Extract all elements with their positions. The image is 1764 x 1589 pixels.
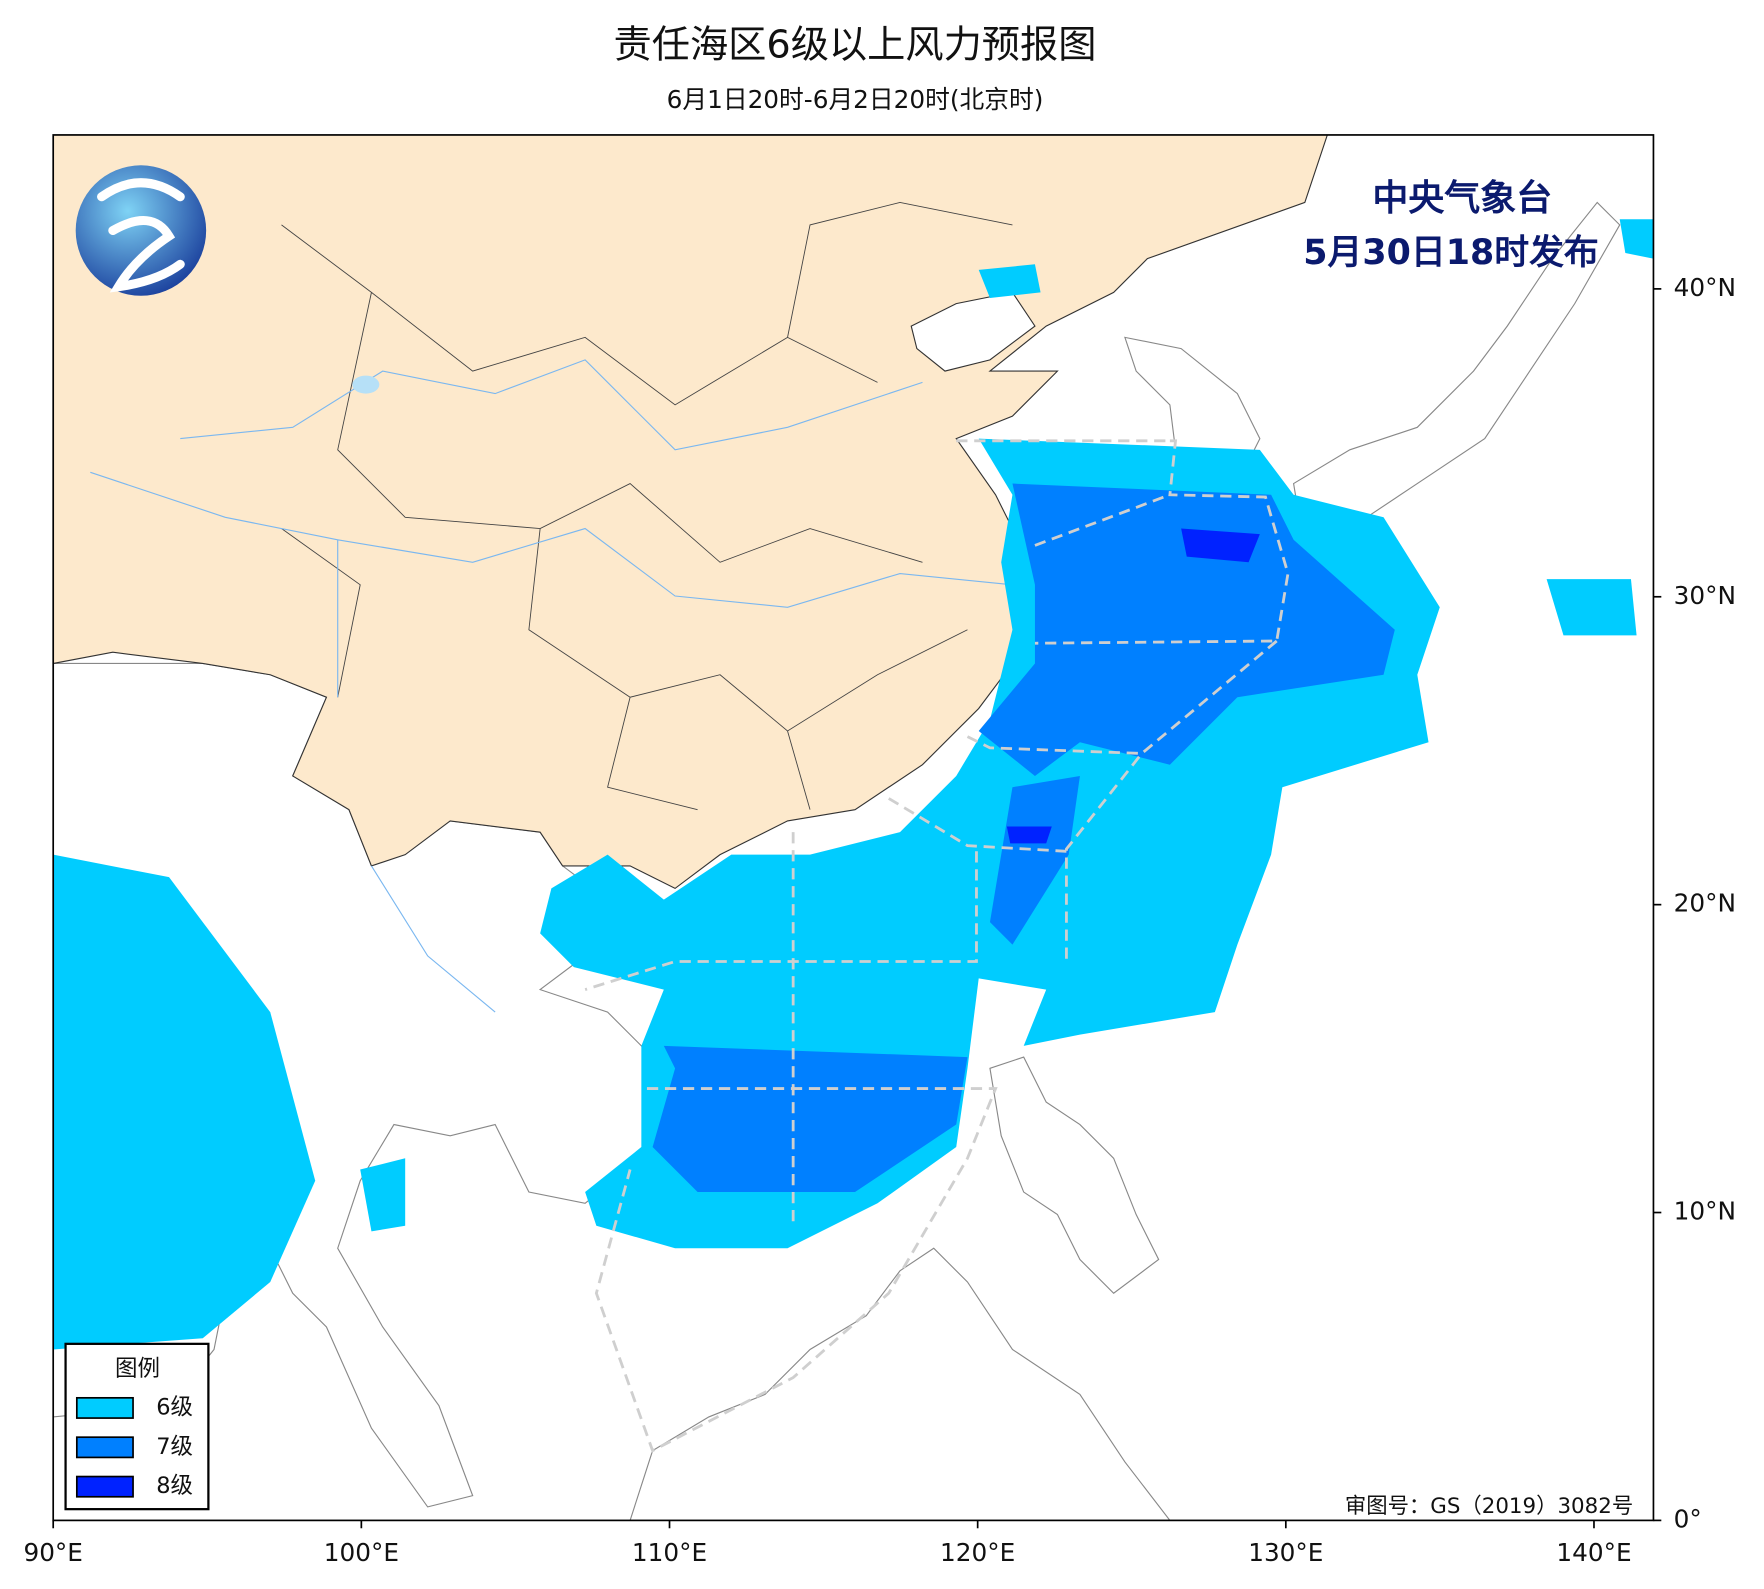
x-tick-label: 110°E [632,1538,707,1567]
legend: 图例 6级 7级 8级 [64,1342,210,1511]
approval-number: 审图号：GS（2019）3082号 [1345,1494,1633,1519]
province-borders [281,201,1013,811]
wind-area-7 [652,1045,968,1193]
bohai-sea [910,291,1036,372]
logo-mark [97,178,185,293]
land-japan [1292,201,1621,552]
y-tick-label: 30°N [1674,581,1736,610]
x-tick-label: 130°E [1248,1538,1323,1567]
map-title: 责任海区6级以上风力预报图 [614,24,1097,68]
land-philippines [989,1056,1160,1294]
map-subtitle: 6月1日20时-6月2日20时(北京时) [667,85,1044,114]
issuer-name: 中央气象台 [1372,178,1552,219]
lake [352,375,380,394]
logo [75,165,207,296]
rivers [90,359,1013,1013]
x-tick-label: 90°E [23,1538,82,1567]
wind-area-8 [1181,528,1260,563]
x-tick-label: 140°E [1556,1538,1631,1567]
y-tick-label: 40°N [1674,273,1736,302]
map-area [53,134,1654,1521]
legend-label: 8级 [156,1473,193,1499]
wind-area-7 [989,775,1080,945]
legend-label: 7级 [156,1434,193,1460]
land-borneo [629,1247,1171,1521]
legend-label: 6级 [156,1394,193,1420]
wind-area-6 [978,264,1041,299]
y-tick-label: 10°N [1674,1197,1736,1226]
legend-swatch [75,1475,134,1498]
wind-area-6 [53,854,316,1350]
map-frame [52,134,1655,1522]
legend-swatch [75,1396,134,1419]
wind-area-6 [1546,579,1637,636]
wind-area-8 [1006,826,1052,844]
legend-swatch [75,1436,134,1459]
sea-zone-boundaries [584,439,1290,1453]
x-tick-label: 100°E [324,1538,399,1567]
y-tick-label: 0° [1674,1504,1702,1533]
y-tick-label: 20°N [1674,889,1736,918]
issue-time: 5月30日18时发布 [1303,233,1599,273]
wind-area-6 [360,1158,406,1232]
wind-area-6 [1619,219,1654,259]
legend-title: 图例 [115,1356,160,1382]
x-tick-label: 120°E [940,1538,1015,1567]
logo-circle [75,165,207,296]
wind-area-7 [978,483,1395,776]
